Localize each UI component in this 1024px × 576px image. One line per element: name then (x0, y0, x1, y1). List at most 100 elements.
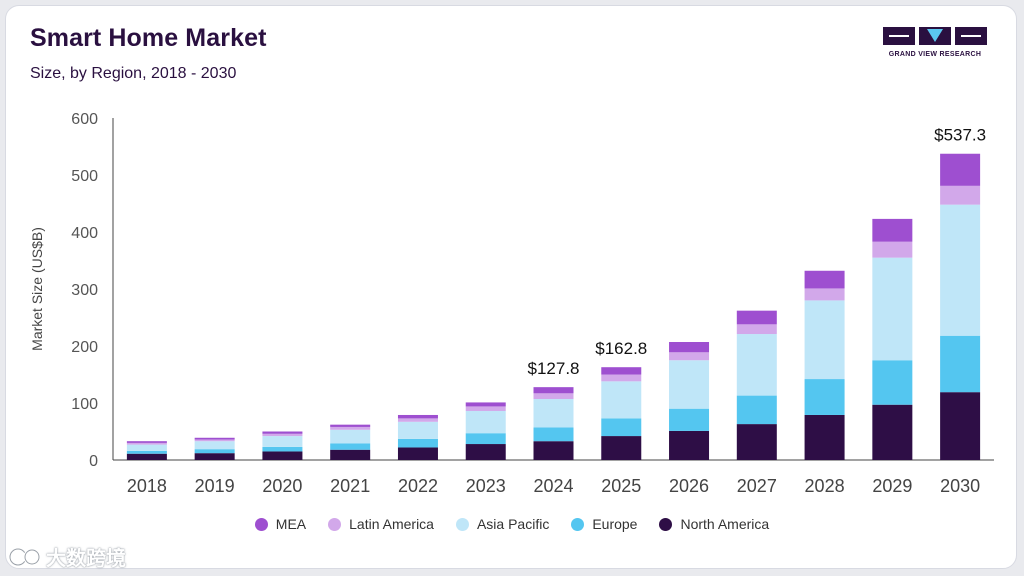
chart-card (5, 5, 1017, 569)
legend-swatch (659, 517, 673, 531)
bar-mea-2022 (397, 414, 438, 419)
legend-label: Europe (592, 516, 638, 532)
total-label-2030: $537.3 (934, 126, 986, 145)
watermark: 大数跨境 (8, 542, 126, 571)
bar-asia-pacific-2025 (601, 381, 642, 419)
bar-latin-america-2024 (533, 393, 574, 400)
bar-asia-pacific-2022 (397, 421, 438, 439)
bar-europe-2028 (804, 379, 845, 415)
bar-mea-2030 (940, 153, 981, 186)
bar-asia-pacific-2024 (533, 399, 574, 428)
legend-item-asia-pacific: Asia Pacific (455, 516, 549, 532)
bar-north-america-2019 (194, 453, 235, 460)
y-tick-label: 100 (71, 396, 98, 413)
bar-asia-pacific-2020 (262, 436, 303, 447)
legend-label: North America (680, 516, 770, 532)
chart-title: Smart Home Market (30, 24, 267, 52)
x-tick-label-2022: 2022 (398, 476, 438, 496)
bar-latin-america-2019 (194, 439, 235, 442)
bar-latin-america-2018 (126, 442, 167, 445)
bar-mea-2029 (872, 218, 913, 242)
bar-asia-pacific-2026 (669, 360, 710, 409)
bar-mea-2026 (669, 342, 710, 353)
legend-swatch (328, 517, 342, 531)
bar-mea-2019 (194, 437, 235, 440)
bar-asia-pacific-2028 (804, 300, 845, 380)
x-tick-label-2021: 2021 (330, 476, 370, 496)
bar-latin-america-2026 (669, 352, 710, 361)
logo-text: GRAND VIEW RESEARCH (889, 51, 981, 58)
legend-swatch (254, 517, 268, 531)
y-tick-label: 200 (71, 339, 98, 356)
bar-latin-america-2025 (601, 374, 642, 382)
x-tick-label-2030: 2030 (940, 476, 980, 496)
y-tick-label: 300 (71, 282, 98, 299)
bar-north-america-2030 (940, 392, 981, 460)
bar-asia-pacific-2019 (194, 441, 235, 450)
bar-asia-pacific-2023 (465, 410, 506, 434)
bar-north-america-2026 (669, 430, 710, 460)
x-tick-label-2026: 2026 (669, 476, 709, 496)
bar-latin-america-2027 (736, 324, 777, 335)
y-tick-label: 600 (71, 111, 98, 128)
bar-north-america-2027 (736, 424, 777, 460)
bar-asia-pacific-2027 (736, 334, 777, 396)
bar-europe-2023 (465, 433, 506, 445)
bar-europe-2021 (330, 443, 371, 450)
total-label-2025: $162.8 (595, 339, 647, 358)
legend-label: Latin America (349, 516, 434, 532)
x-tick-label-2023: 2023 (466, 476, 506, 496)
bar-europe-2029 (872, 360, 913, 405)
bar-latin-america-2022 (397, 418, 438, 422)
bar-europe-2024 (533, 427, 574, 442)
bar-asia-pacific-2029 (872, 257, 913, 361)
bar-europe-2020 (262, 446, 303, 452)
bar-latin-america-2030 (940, 185, 981, 205)
bar-latin-america-2020 (262, 433, 303, 437)
legend-item-mea: MEA (254, 516, 306, 532)
bar-mea-2018 (126, 441, 167, 443)
bar-europe-2022 (397, 438, 438, 448)
legend-item-north-america: North America (659, 516, 769, 532)
bar-europe-2026 (669, 408, 710, 431)
bar-europe-2025 (601, 418, 642, 437)
x-tick-label-2018: 2018 (127, 476, 167, 496)
legend-item-latin-america: Latin America (328, 516, 434, 532)
chart-subtitle: Size, by Region, 2018 - 2030 (30, 65, 237, 82)
bar-mea-2020 (262, 431, 303, 434)
x-tick-label-2029: 2029 (872, 476, 912, 496)
y-tick-label: 0 (89, 453, 98, 470)
bar-mea-2027 (736, 310, 777, 325)
bar-europe-2019 (194, 449, 235, 454)
bar-north-america-2028 (804, 414, 845, 460)
bar-mea-2028 (804, 270, 845, 289)
logo-triangle (927, 29, 943, 42)
bar-europe-2030 (940, 335, 981, 393)
bar-latin-america-2021 (330, 426, 371, 430)
legend-swatch (455, 517, 469, 531)
y-axis-label: Market Size (US$B) (29, 227, 45, 351)
bar-mea-2023 (465, 402, 506, 407)
total-label-2024: $127.8 (528, 359, 580, 378)
bar-mea-2024 (533, 387, 574, 394)
y-tick-label: 400 (71, 225, 98, 242)
x-tick-label-2028: 2028 (805, 476, 845, 496)
y-tick-label: 500 (71, 168, 98, 185)
bar-north-america-2023 (465, 444, 506, 460)
bar-latin-america-2029 (872, 241, 913, 258)
bar-asia-pacific-2021 (330, 429, 371, 444)
bar-north-america-2025 (601, 436, 642, 460)
x-tick-label-2019: 2019 (195, 476, 235, 496)
chart-legend: MEA Latin America Asia Pacific Europe North … (0, 516, 1024, 532)
bar-mea-2025 (601, 367, 642, 375)
bar-north-america-2029 (872, 404, 913, 460)
x-tick-label-2020: 2020 (262, 476, 302, 496)
bar-north-america-2020 (262, 451, 303, 460)
bar-asia-pacific-2030 (940, 204, 981, 336)
bar-mea-2021 (330, 424, 371, 427)
x-tick-label-2027: 2027 (737, 476, 777, 496)
bar-latin-america-2023 (465, 406, 506, 411)
bar-north-america-2021 (330, 449, 371, 460)
watermark-text: 大数跨境 (46, 548, 126, 570)
